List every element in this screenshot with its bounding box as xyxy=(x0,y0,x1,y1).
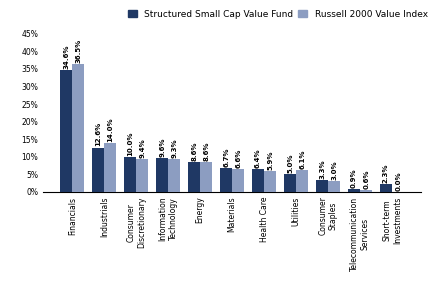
Bar xyxy=(104,143,117,192)
Text: 5.9%: 5.9% xyxy=(267,151,273,170)
Bar xyxy=(60,70,72,192)
Bar xyxy=(220,168,232,192)
Bar xyxy=(92,147,104,192)
Text: 3.0%: 3.0% xyxy=(331,160,337,180)
Bar xyxy=(232,169,244,192)
Legend: Structured Small Cap Value Fund, Russell 2000 Value Index: Structured Small Cap Value Fund, Russell… xyxy=(128,10,428,19)
Text: 9.3%: 9.3% xyxy=(171,138,177,158)
Text: 2.3%: 2.3% xyxy=(383,163,389,183)
Text: 5.0%: 5.0% xyxy=(287,154,293,173)
Text: 0.6%: 0.6% xyxy=(363,169,369,189)
Text: 34.6%: 34.6% xyxy=(63,45,69,69)
Bar xyxy=(284,174,296,192)
Text: 8.6%: 8.6% xyxy=(203,141,209,160)
Text: 6.7%: 6.7% xyxy=(223,148,229,167)
Text: 36.5%: 36.5% xyxy=(75,38,81,63)
Bar xyxy=(328,181,340,192)
Bar xyxy=(296,170,308,192)
Bar xyxy=(360,190,372,192)
Bar xyxy=(188,162,200,192)
Bar xyxy=(136,159,148,192)
Text: 0.9%: 0.9% xyxy=(351,168,357,188)
Bar xyxy=(252,169,264,192)
Text: 9.6%: 9.6% xyxy=(159,138,165,157)
Text: 10.0%: 10.0% xyxy=(127,131,133,156)
Bar xyxy=(200,162,212,192)
Bar xyxy=(72,64,85,192)
Bar xyxy=(124,157,136,192)
Text: 0.0%: 0.0% xyxy=(395,171,401,191)
Text: 14.0%: 14.0% xyxy=(108,117,114,142)
Bar xyxy=(348,189,360,192)
Text: 6.4%: 6.4% xyxy=(255,149,261,168)
Bar xyxy=(156,158,168,192)
Text: 6.1%: 6.1% xyxy=(299,150,305,169)
Bar xyxy=(380,184,392,192)
Text: 6.6%: 6.6% xyxy=(235,148,241,168)
Text: 12.6%: 12.6% xyxy=(95,122,101,146)
Bar xyxy=(264,171,276,192)
Text: 9.4%: 9.4% xyxy=(139,138,145,158)
Bar xyxy=(168,159,181,192)
Text: 8.6%: 8.6% xyxy=(191,141,197,160)
Text: 3.3%: 3.3% xyxy=(319,160,325,179)
Bar xyxy=(316,180,328,192)
